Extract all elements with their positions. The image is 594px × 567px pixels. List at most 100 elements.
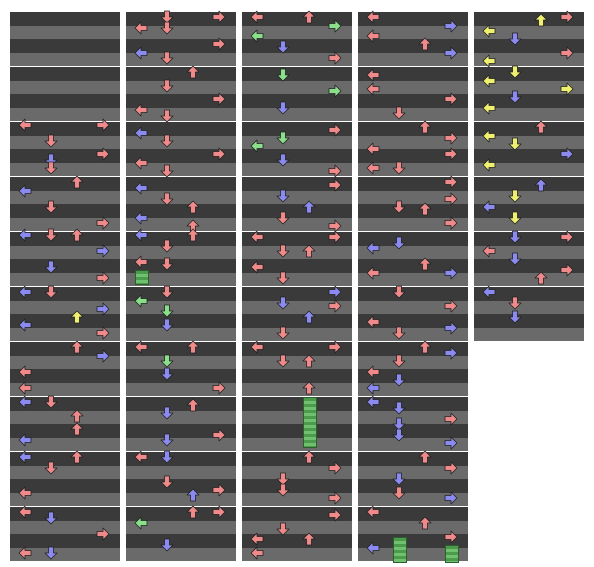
measure [10, 232, 120, 286]
beat-band [10, 25, 120, 39]
arrow-left-icon [250, 139, 264, 153]
beat-band [474, 80, 584, 94]
arrow-down-icon [276, 522, 290, 536]
beat-band [242, 520, 352, 534]
beat-band [474, 122, 584, 136]
beat-band [358, 217, 468, 231]
arrow-right-icon [212, 483, 226, 497]
beat-band [358, 272, 468, 286]
beat-band [126, 149, 236, 163]
beat-band [474, 287, 584, 301]
beat-band [10, 452, 120, 466]
beat-band [10, 534, 120, 548]
arrow-up-icon [418, 340, 432, 354]
measure [10, 452, 120, 506]
arrow-right-icon [444, 131, 458, 145]
arrow-down-icon [44, 134, 58, 148]
measure [242, 507, 352, 561]
arrow-left-icon [18, 546, 32, 560]
beat-band [358, 410, 468, 424]
measure [474, 122, 584, 176]
arrow-right-icon [444, 46, 458, 60]
beat-band [10, 547, 120, 561]
measure [126, 67, 236, 121]
measure [474, 177, 584, 231]
beat-band [358, 259, 468, 273]
arrow-right-icon [560, 263, 574, 277]
arrow-down-icon [392, 161, 406, 175]
arrow-left-icon [482, 158, 496, 172]
beat-band [10, 327, 120, 341]
beat-band [126, 52, 236, 66]
arrow-down-icon [392, 417, 406, 431]
chart-column [126, 12, 236, 562]
beat-band [474, 232, 584, 246]
arrow-down-icon [276, 211, 290, 225]
measure [126, 232, 236, 286]
beat-band [242, 80, 352, 94]
arrow-up-icon [302, 354, 316, 368]
beat-band [242, 135, 352, 149]
arrow-down-icon [392, 428, 406, 442]
arrow-down-icon [44, 161, 58, 175]
arrow-right-icon [444, 266, 458, 280]
beat-band [358, 177, 468, 191]
beat-band [10, 410, 120, 424]
arrow-down-icon [276, 153, 290, 167]
arrow-left-icon [134, 294, 148, 308]
arrow-down-icon [276, 296, 290, 310]
measure [358, 452, 468, 506]
arrow-left-icon [482, 74, 496, 88]
arrow-down-icon [160, 450, 174, 464]
measure [242, 397, 352, 451]
measure [358, 12, 468, 66]
beat-band [242, 492, 352, 506]
arrow-down-icon [160, 367, 174, 381]
arrow-up-icon [302, 450, 316, 464]
beat-band [358, 507, 468, 521]
arrow-down-icon [160, 433, 174, 447]
beat-band [242, 94, 352, 108]
arrow-left-icon [482, 129, 496, 143]
arrow-right-icon [328, 84, 342, 98]
arrow-right-icon [560, 147, 574, 161]
beat-band [358, 397, 468, 411]
arrow-down-icon [160, 318, 174, 332]
arrow-left-icon [366, 395, 380, 409]
arrow-left-icon [482, 54, 496, 68]
arrow-right-icon [444, 19, 458, 33]
beat-band [242, 300, 352, 314]
beat-band [10, 107, 120, 121]
arrow-down-icon [276, 472, 290, 486]
beat-band [126, 465, 236, 479]
measure [10, 342, 120, 396]
arrow-up-icon [534, 178, 548, 192]
arrow-down-icon [44, 260, 58, 274]
beat-band [474, 204, 584, 218]
arrow-left-icon [250, 546, 264, 560]
measure [358, 507, 468, 561]
arrow-right-icon [96, 527, 110, 541]
beat-band [10, 39, 120, 53]
arrow-down-icon [276, 68, 290, 82]
arrow-left-icon [250, 29, 264, 43]
beat-band [126, 135, 236, 149]
arrow-down-icon [276, 244, 290, 258]
arrow-left-icon [366, 505, 380, 519]
arrow-up-icon [70, 310, 84, 324]
measure [242, 122, 352, 176]
beat-band [242, 217, 352, 231]
beat-band [474, 52, 584, 66]
arrow-up-icon [418, 202, 432, 216]
beat-band [126, 520, 236, 534]
beat-band [242, 547, 352, 561]
arrow-left-icon [134, 516, 148, 530]
arrow-down-icon [160, 10, 174, 24]
arrow-right-icon [328, 461, 342, 475]
beat-band [242, 190, 352, 204]
arrow-down-icon [508, 310, 522, 324]
arrow-left-icon [366, 10, 380, 24]
arrow-left-icon [366, 541, 380, 555]
measure [358, 342, 468, 396]
beat-band [358, 534, 468, 548]
